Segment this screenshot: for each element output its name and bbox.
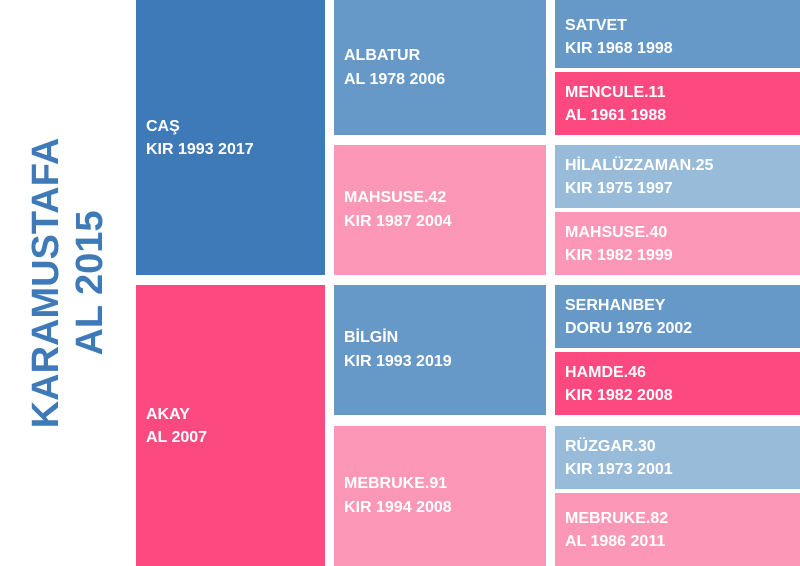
dam-sire-info: KIR 1993 2019 <box>344 353 452 370</box>
sd-sire-name: HİLALÜZZAMAN.25 <box>565 156 714 174</box>
dam-dam-info: KIR 1994 2008 <box>344 499 452 516</box>
sire-dam-info: KIR 1987 2004 <box>344 213 452 230</box>
sire-sire-name: ALBATUR <box>344 46 421 64</box>
dam-dam-name: MEBRUKE.91 <box>344 475 448 492</box>
horse-info: AL 2015 <box>69 210 111 356</box>
dam-sire-name: BİLGİN <box>344 329 399 346</box>
sire-dam-name: MAHSUSE.42 <box>344 189 447 206</box>
dd-sire-box: RÜZGAR.30 KIR 1973 2001 <box>555 426 800 489</box>
sd-dam-info: KIR 1982 1999 <box>565 246 673 264</box>
dam-name: AKAY <box>146 405 190 423</box>
sire-sire-info: AL 1978 2006 <box>344 70 446 88</box>
dd-sire-info: KIR 1973 2001 <box>565 460 673 478</box>
ss-dam-info: AL 1961 1988 <box>565 106 667 124</box>
ds-sire-box: SERHANBEY DORU 1976 2002 <box>555 285 800 348</box>
ss-sire-box: SATVET KIR 1968 1998 <box>555 0 800 68</box>
sire-box: CAŞ KIR 1993 2017 <box>136 0 325 275</box>
sire-info: KIR 1993 2017 <box>146 140 254 158</box>
horse-name: KARAMUSTAFA <box>25 137 67 429</box>
sire-dam-box: MAHSUSE.42 KIR 1987 2004 <box>334 145 546 275</box>
sd-sire-box: HİLALÜZZAMAN.25 KIR 1975 1997 <box>555 145 800 208</box>
dd-dam-box: MEBRUKE.82 AL 1986 2011 <box>555 493 800 566</box>
sd-sire-info: KIR 1975 1997 <box>565 179 673 197</box>
ss-sire-name: SATVET <box>565 17 627 34</box>
sd-dam-box: MAHSUSE.40 KIR 1982 1999 <box>555 212 800 275</box>
pedigree-title: KARAMUSTAFA AL 2015 <box>0 0 136 566</box>
sire-sire-box: ALBATUR AL 1978 2006 <box>334 0 546 135</box>
dam-box: AKAY AL 2007 <box>136 285 325 566</box>
ss-sire-info: KIR 1968 1998 <box>565 40 673 57</box>
ds-dam-box: HAMDE.46 KIR 1982 2008 <box>555 352 800 415</box>
dd-dam-info: AL 1986 2011 <box>565 532 666 550</box>
ds-dam-info: KIR 1982 2008 <box>565 386 673 404</box>
dd-sire-name: RÜZGAR.30 <box>565 437 656 455</box>
dd-dam-name: MEBRUKE.82 <box>565 509 669 527</box>
dam-sire-box: BİLGİN KIR 1993 2019 <box>334 285 546 415</box>
sd-dam-name: MAHSUSE.40 <box>565 223 668 241</box>
ss-dam-box: MENCULE.11 AL 1961 1988 <box>555 72 800 135</box>
sire-name: CAŞ <box>146 117 180 135</box>
ss-dam-name: MENCULE.11 <box>565 83 666 101</box>
ds-sire-name: SERHANBEY <box>565 296 666 314</box>
ds-sire-info: DORU 1976 2002 <box>565 319 693 337</box>
dam-info: AL 2007 <box>146 428 208 446</box>
dam-dam-box: MEBRUKE.91 KIR 1994 2008 <box>334 426 546 566</box>
ds-dam-name: HAMDE.46 <box>565 363 646 381</box>
